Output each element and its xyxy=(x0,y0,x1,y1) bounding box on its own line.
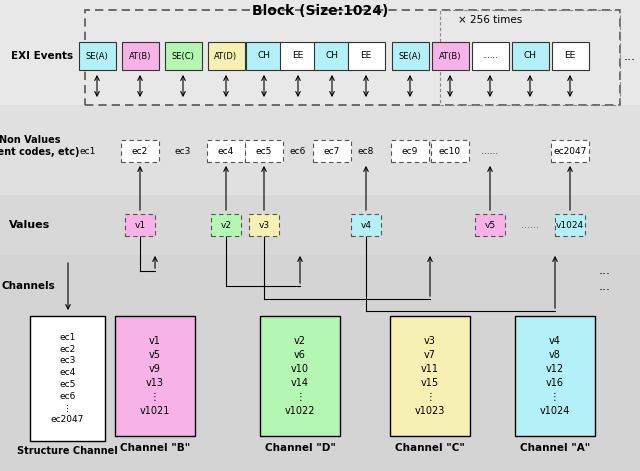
Bar xyxy=(475,214,505,236)
Text: SE(C): SE(C) xyxy=(172,51,195,60)
Text: ......: ...... xyxy=(482,51,498,60)
Text: v3
v7
v11
v15
⋮
v1023: v3 v7 v11 v15 ⋮ v1023 xyxy=(415,336,445,416)
Text: CH: CH xyxy=(257,51,271,60)
Text: SE(A): SE(A) xyxy=(399,51,421,60)
Bar xyxy=(260,316,340,436)
Text: ec1
ec2
ec3
ec4
ec5
ec6
⋮
ec2047: ec1 ec2 ec3 ec4 ec5 ec6 ⋮ ec2047 xyxy=(51,333,84,424)
Text: ec6: ec6 xyxy=(290,146,306,155)
Bar xyxy=(30,316,105,441)
Text: CH: CH xyxy=(326,51,339,60)
Text: ec7: ec7 xyxy=(324,146,340,155)
Bar xyxy=(115,316,195,436)
Bar xyxy=(121,140,159,162)
Bar xyxy=(432,42,469,70)
Bar xyxy=(0,195,640,255)
Text: v4: v4 xyxy=(360,220,371,229)
Bar xyxy=(551,140,589,162)
Bar xyxy=(552,42,589,70)
Text: CH: CH xyxy=(524,51,536,60)
Text: v1: v1 xyxy=(134,220,145,229)
Text: ec2047: ec2047 xyxy=(554,146,587,155)
Text: v3: v3 xyxy=(259,220,269,229)
Bar xyxy=(280,42,317,70)
Bar xyxy=(515,316,595,436)
Text: ......: ...... xyxy=(481,146,499,155)
Bar xyxy=(440,10,620,105)
Bar xyxy=(313,140,351,162)
Bar xyxy=(165,42,202,70)
Text: Structure Channel: Structure Channel xyxy=(17,446,118,456)
Bar xyxy=(0,255,640,471)
Text: Channels: Channels xyxy=(1,281,55,291)
Bar xyxy=(555,214,585,236)
Bar xyxy=(512,42,549,70)
Text: EE: EE xyxy=(564,51,575,60)
Bar xyxy=(348,42,385,70)
Bar xyxy=(0,0,640,105)
Text: ec9: ec9 xyxy=(402,146,418,155)
Text: ...: ... xyxy=(624,49,636,63)
Text: Channel "D": Channel "D" xyxy=(264,443,335,453)
Text: v1
v5
v9
v13
⋮
v1021: v1 v5 v9 v13 ⋮ v1021 xyxy=(140,336,170,416)
Text: ...: ... xyxy=(599,279,611,292)
Bar xyxy=(79,42,116,70)
Text: × 256 times: × 256 times xyxy=(458,15,522,25)
Bar xyxy=(85,10,620,105)
Bar xyxy=(125,214,155,236)
Bar xyxy=(0,105,640,195)
Text: ec1: ec1 xyxy=(80,146,96,155)
Text: v4
v8
v12
v16
⋮
v1024: v4 v8 v12 v16 ⋮ v1024 xyxy=(540,336,570,416)
Bar xyxy=(207,140,245,162)
Bar xyxy=(211,214,241,236)
Text: AT(D): AT(D) xyxy=(214,51,237,60)
Bar xyxy=(246,42,283,70)
Bar xyxy=(245,140,283,162)
Text: ec8: ec8 xyxy=(358,146,374,155)
Text: AT(B): AT(B) xyxy=(129,51,151,60)
Bar xyxy=(472,42,509,70)
Text: EE: EE xyxy=(292,51,303,60)
Text: ec10: ec10 xyxy=(439,146,461,155)
Bar xyxy=(122,42,159,70)
Text: ec3: ec3 xyxy=(175,146,191,155)
Text: ec4: ec4 xyxy=(218,146,234,155)
Text: Non Values
(event codes, etc): Non Values (event codes, etc) xyxy=(0,135,80,157)
Text: EE: EE xyxy=(360,51,372,60)
Text: EXI Events: EXI Events xyxy=(11,51,73,61)
Text: v2: v2 xyxy=(221,220,232,229)
Text: Channel "B": Channel "B" xyxy=(120,443,190,453)
Text: Values: Values xyxy=(10,220,51,230)
Text: Channel "A": Channel "A" xyxy=(520,443,590,453)
Text: v2
v6
v10
v14
⋮
v1022: v2 v6 v10 v14 ⋮ v1022 xyxy=(285,336,316,416)
Text: SE(A): SE(A) xyxy=(86,51,108,60)
Bar xyxy=(208,42,245,70)
Text: Channel "C": Channel "C" xyxy=(395,443,465,453)
Bar xyxy=(351,214,381,236)
Bar xyxy=(391,140,429,162)
Text: v1024: v1024 xyxy=(556,220,584,229)
Bar xyxy=(314,42,351,70)
Bar xyxy=(390,316,470,436)
Text: v5: v5 xyxy=(484,220,495,229)
Text: AT(B): AT(B) xyxy=(439,51,461,60)
Text: Block (Size:1024): Block (Size:1024) xyxy=(252,4,388,18)
Text: ......: ...... xyxy=(521,220,539,230)
Bar xyxy=(249,214,279,236)
Bar xyxy=(392,42,429,70)
Text: ...: ... xyxy=(599,265,611,277)
Text: ec5: ec5 xyxy=(256,146,272,155)
Bar xyxy=(431,140,469,162)
Text: ec2: ec2 xyxy=(132,146,148,155)
